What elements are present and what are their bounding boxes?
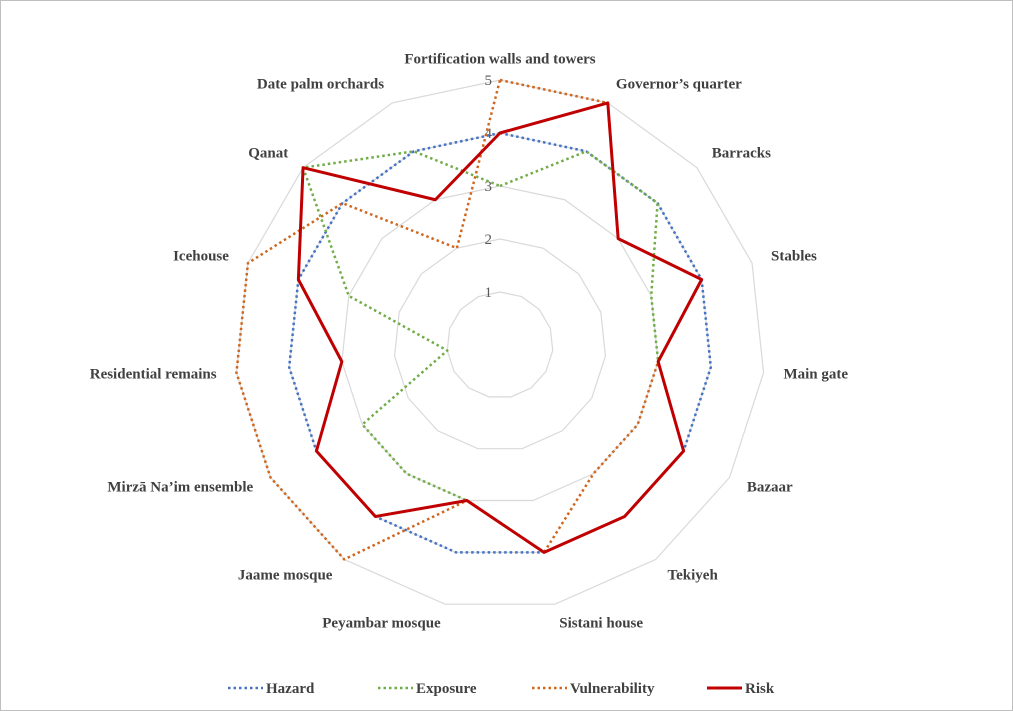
category-label: Tekiyeh (667, 567, 718, 584)
legend-label: Exposure (416, 681, 477, 697)
category-label: Jaame mosque (237, 567, 333, 584)
category-label: Governor’s quarter (615, 76, 742, 93)
category-label: Sistani house (559, 615, 644, 632)
r-tick-label: 5 (485, 73, 493, 89)
category-label: Peyambar mosque (322, 615, 441, 632)
category-label: Fortification walls and towers (404, 51, 596, 68)
category-label: Barracks (711, 145, 771, 162)
category-label: Residential remains (89, 366, 217, 383)
grid-ring (393, 238, 607, 450)
series-line (296, 101, 704, 554)
legend-label: Risk (745, 681, 775, 697)
legend-label: Vulnerability (570, 681, 655, 697)
grid-ring (446, 291, 554, 398)
category-label: Qanat (248, 145, 289, 162)
category-label: Stables (771, 248, 817, 265)
grid-ring (341, 185, 659, 502)
category-label: Mirzā Na’im ensemble (107, 479, 254, 495)
r-tick-label: 3 (485, 179, 493, 195)
category-label: Icehouse (173, 248, 229, 265)
series-line (287, 131, 713, 554)
legend-label: Hazard (266, 681, 315, 697)
r-tick-label: 1 (485, 285, 493, 301)
category-label: Date palm orchards (256, 76, 385, 93)
r-tick-label: 2 (485, 232, 493, 248)
category-label: Bazaar (746, 479, 793, 495)
r-tick-label: 4 (485, 126, 493, 142)
grid-ring (235, 79, 765, 605)
category-label: Main gate (783, 366, 849, 383)
